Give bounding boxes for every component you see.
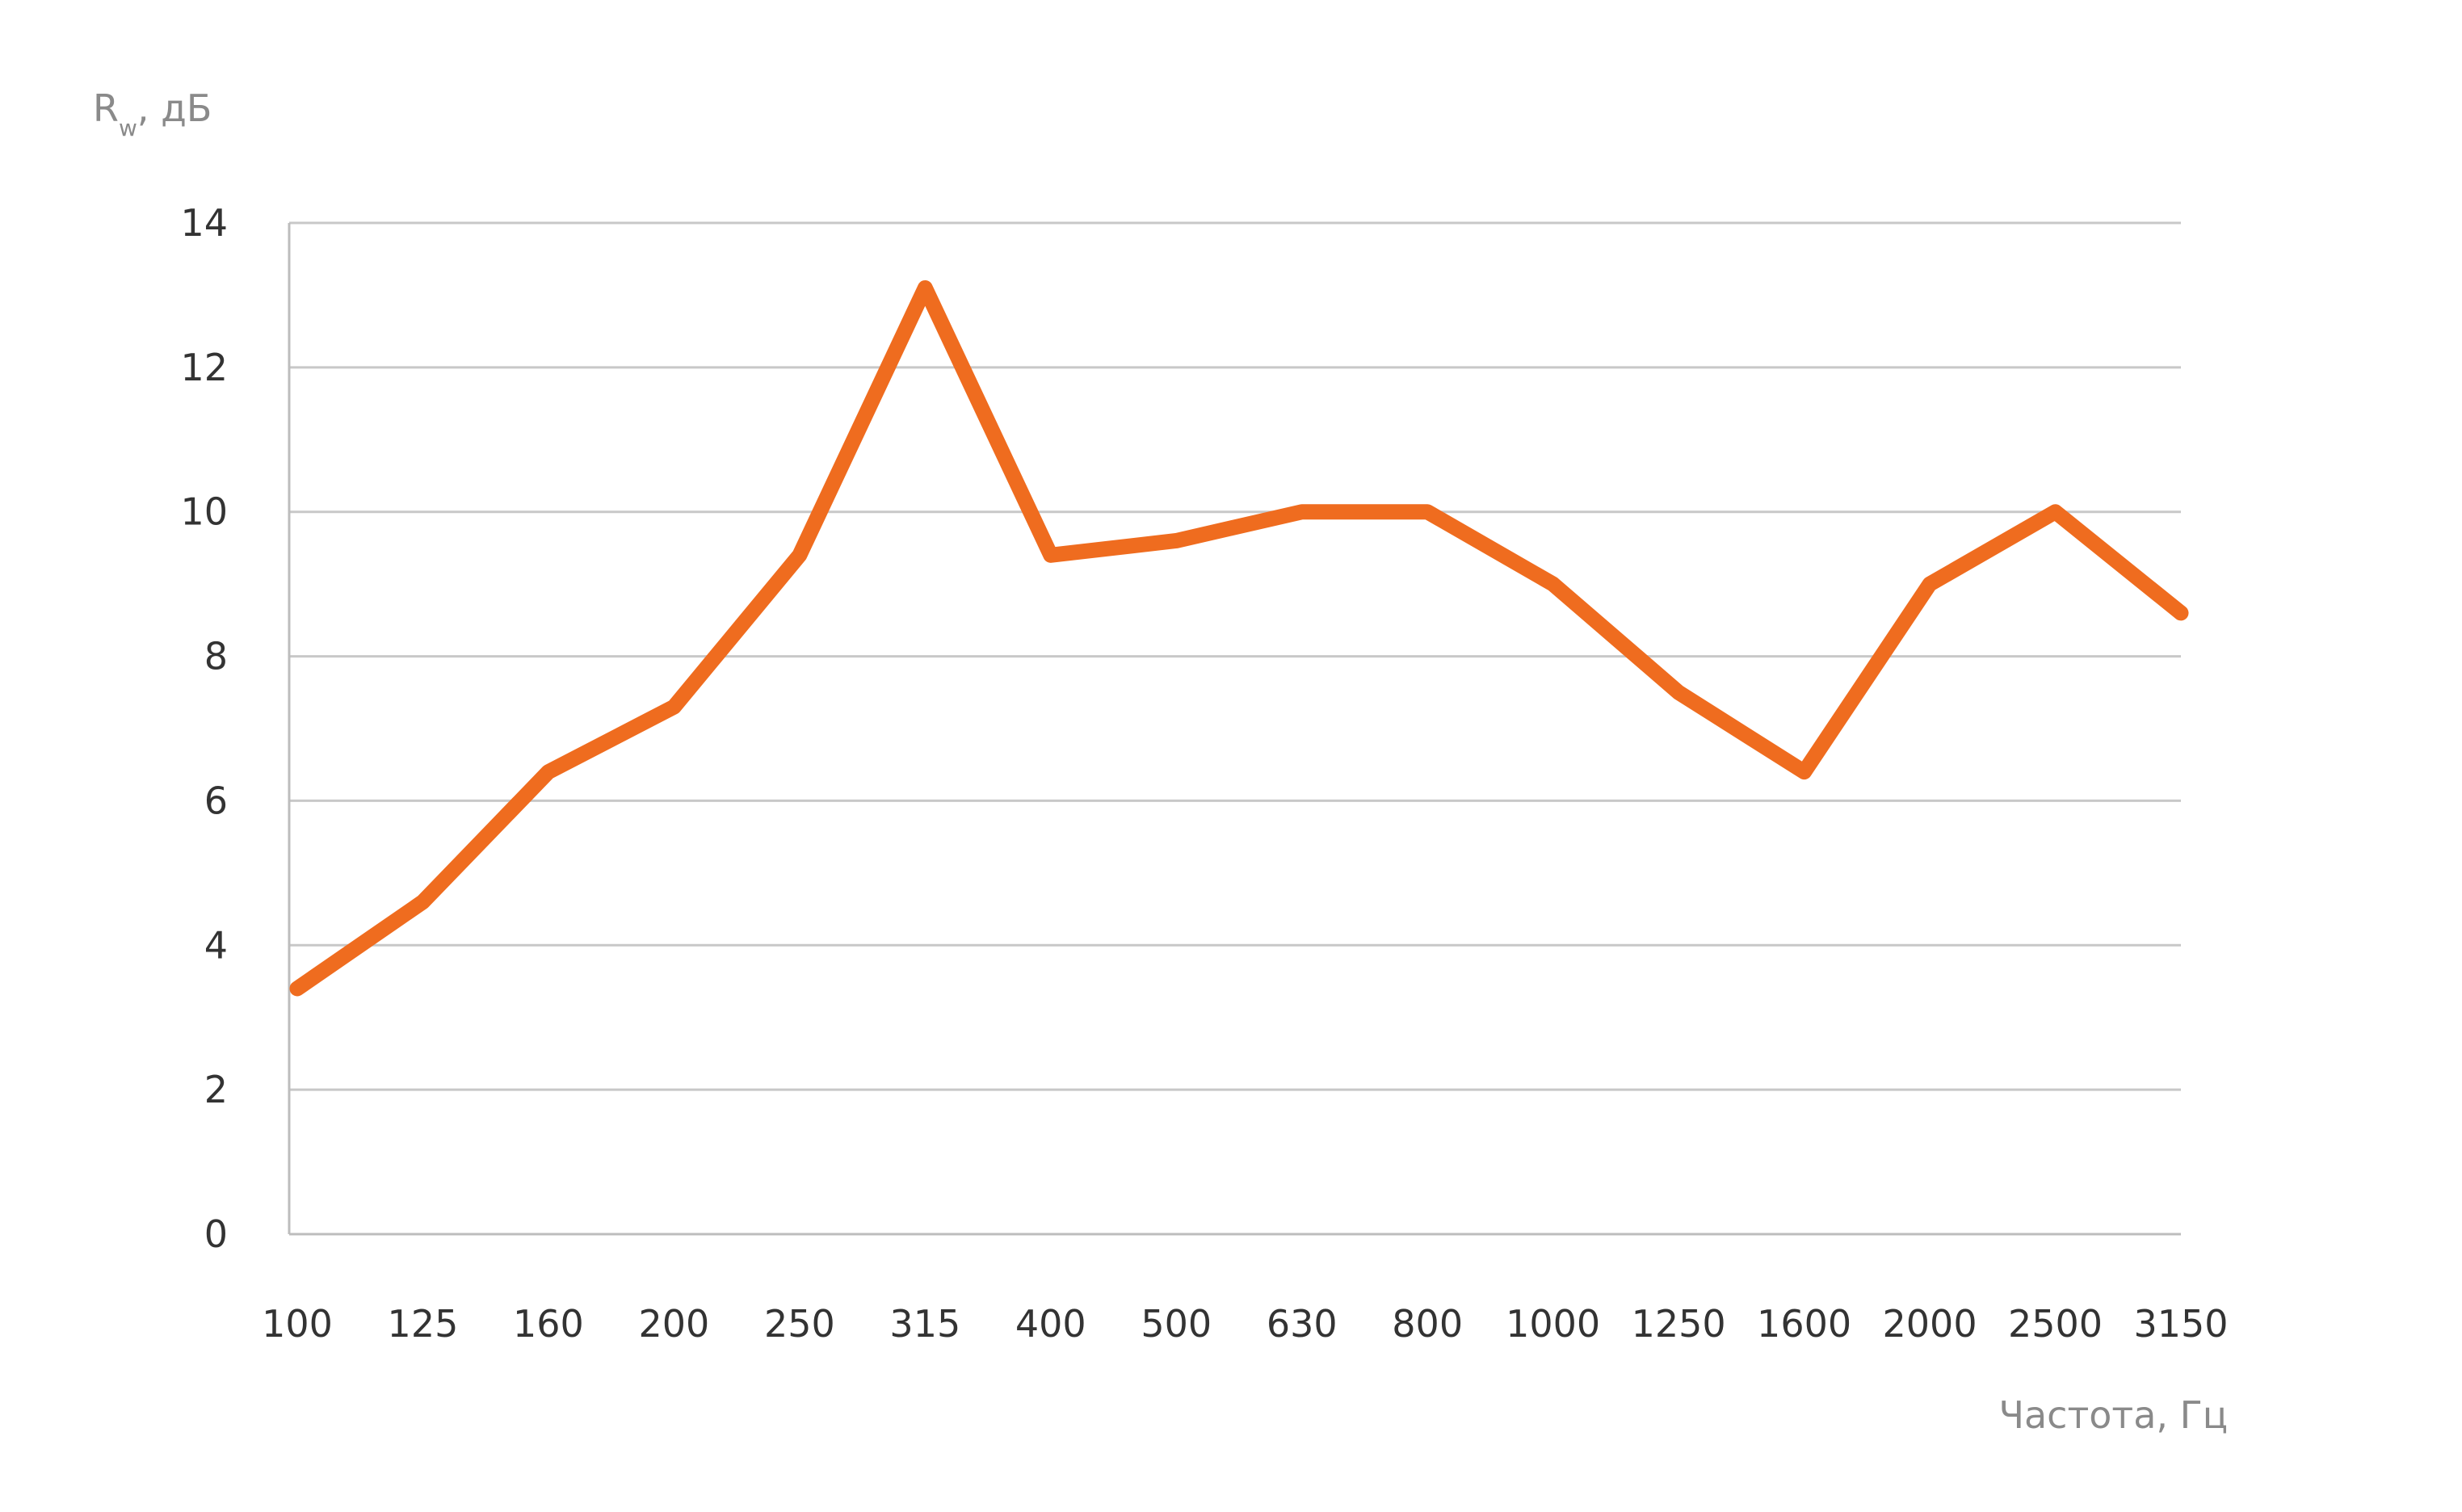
- x-tick-label: 160: [513, 1302, 584, 1346]
- x-tick-label: 3150: [2133, 1302, 2228, 1346]
- y-tick-label: 10: [180, 490, 228, 534]
- y-axis-label-main: R: [93, 86, 119, 130]
- x-tick-label: 500: [1141, 1302, 1212, 1346]
- x-axis-label: Частота, Гц: [1998, 1393, 2228, 1437]
- y-tick-label: 8: [204, 635, 228, 678]
- y-tick-label: 6: [204, 779, 228, 822]
- y-tick-labels: 0 2 4 6 8 10 12 14: [180, 201, 228, 1256]
- x-tick-label: 1000: [1506, 1302, 1600, 1346]
- x-tick-label: 800: [1392, 1302, 1463, 1346]
- x-tick-label: 2500: [2008, 1302, 2103, 1346]
- y-axis-label-subscript: w: [119, 115, 137, 141]
- y-tick-label: 0: [204, 1212, 228, 1256]
- x-tick-labels: 100 125 160 200 250 315 400 500 630 800 1000 1250 16…: [262, 1302, 2228, 1346]
- x-tick-label: 630: [1267, 1302, 1338, 1346]
- gridlines: [289, 221, 2181, 1091]
- x-tick-label: 1600: [1757, 1302, 1851, 1346]
- x-tick-label: 315: [889, 1302, 960, 1346]
- x-tick-label: 200: [638, 1302, 709, 1346]
- y-axis-label: Rw, дБ: [93, 86, 212, 141]
- y-tick-label: 14: [180, 201, 228, 245]
- series: [289, 279, 2189, 997]
- x-tick-label: 100: [262, 1302, 333, 1346]
- y-axis-label-unit: , дБ: [137, 86, 212, 130]
- y-tick-label: 12: [180, 346, 228, 389]
- x-tick-label: 1250: [1632, 1302, 1726, 1346]
- x-tick-label: 125: [388, 1302, 459, 1346]
- x-tick-label: 2000: [1883, 1302, 1977, 1346]
- series-line: [289, 279, 2189, 997]
- y-tick-label: 4: [204, 923, 228, 967]
- x-tick-label: 400: [1015, 1302, 1086, 1346]
- x-tick-label: 250: [764, 1302, 835, 1346]
- axes: [288, 223, 2181, 1236]
- y-tick-label: 2: [204, 1068, 228, 1111]
